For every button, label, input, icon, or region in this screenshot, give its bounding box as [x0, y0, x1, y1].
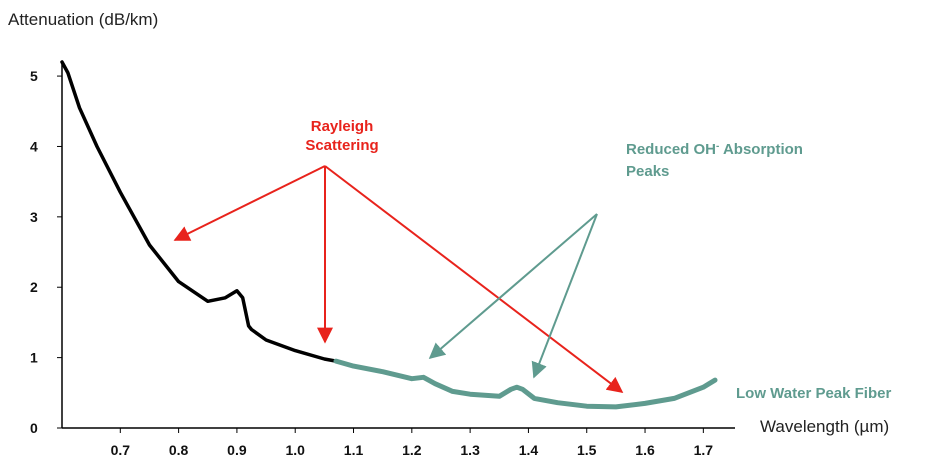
y-tick-label: 0 — [30, 420, 38, 436]
rayleigh-label-line2: Scattering — [305, 137, 378, 154]
y-axis-title: Attenuation (dB/km) — [8, 10, 158, 29]
x-tick-label: 1.5 — [577, 442, 597, 458]
oh-annotation: Reduced OH- Absorption Peaks — [428, 141, 803, 379]
x-tick-label: 1.1 — [344, 442, 364, 458]
y-axis-label: Attenuation (dB/km) — [8, 10, 158, 29]
x-axis-label: Wavelength (µm) — [760, 417, 889, 436]
rayleigh-arrow-left — [173, 165, 326, 241]
x-tick-label: 1.0 — [285, 442, 305, 458]
rayleigh-label-line1: Rayleigh — [311, 118, 374, 135]
y-tick-label: 5 — [30, 68, 38, 84]
low-water-peak-fiber-label: Low Water Peak Fiber — [736, 385, 891, 402]
x-tick-label: 1.2 — [402, 442, 422, 458]
series-layer — [60, 60, 718, 410]
rayleigh-annotation: Rayleigh Scattering — [173, 118, 624, 393]
oh-label-line1: Reduced OH- Absorption — [626, 141, 803, 159]
rayleigh-arrow-right — [324, 165, 624, 393]
oh-arrow-left — [428, 213, 598, 360]
x-ticks: 0.7 0.8 0.9 1.0 1.1 1.2 1.3 1.4 1.5 1.6 1.7 — [111, 428, 714, 458]
y-tick-label: 4 — [30, 138, 38, 154]
x-tick-label: 0.9 — [227, 442, 247, 458]
x-axis-title: Wavelength (µm) — [760, 417, 889, 436]
x-tick-label: 1.3 — [460, 442, 480, 458]
oh-arrow-right — [531, 213, 598, 379]
y-tick-label: 3 — [30, 209, 38, 225]
x-tick-label: 1.4 — [519, 442, 539, 458]
x-tick-label: 1.6 — [635, 442, 655, 458]
oh-label-line2: Peaks — [626, 163, 669, 180]
attenuation-curve-standard — [60, 60, 338, 363]
y-tick-label: 1 — [30, 350, 38, 366]
series-legend-label: Low Water Peak Fiber — [736, 385, 891, 402]
x-tick-label: 1.7 — [694, 442, 714, 458]
y-ticks: 0 1 2 3 4 5 — [30, 68, 62, 436]
x-tick-label: 0.8 — [169, 442, 189, 458]
y-tick-label: 2 — [30, 279, 38, 295]
x-tick-label: 0.7 — [111, 442, 131, 458]
attenuation-curve-low-water-peak — [333, 358, 718, 410]
